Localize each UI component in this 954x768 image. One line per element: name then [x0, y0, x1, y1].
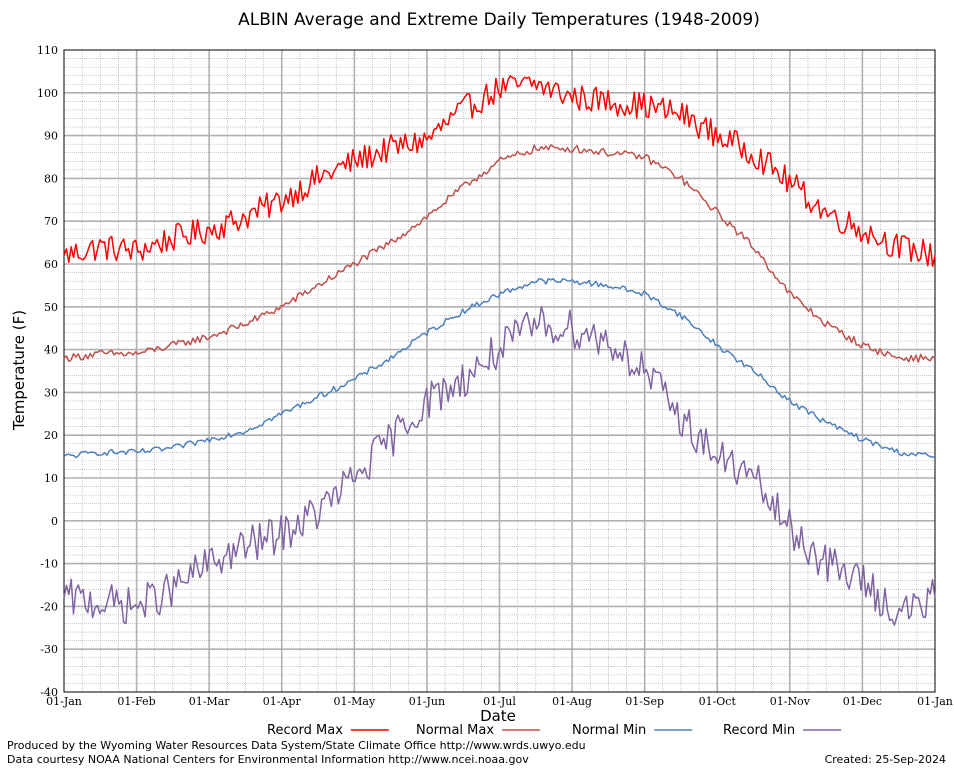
x-tick-label: 01-Jun: [409, 695, 445, 708]
y-tick-label: 100: [37, 87, 58, 100]
y-tick-label: 10: [44, 472, 58, 485]
y-tick-label: -20: [40, 600, 58, 613]
x-tick-label: 01-Nov: [770, 695, 811, 708]
footer-created-date: Created: 25-Sep-2024: [825, 753, 946, 766]
x-axis-ticks: 01-Jan 01-Feb 01-Mar 01-Apr 01-May 01-Jun 01-J…: [46, 695, 953, 708]
x-tick-label: 01-Aug: [552, 695, 592, 708]
x-tick-label: 01-Jul: [483, 695, 516, 708]
footer-produced-by: Produced by the Wyoming Water Resources …: [7, 739, 586, 752]
x-tick-label: 01-Dec: [843, 695, 882, 708]
x-tick-label: 01-May: [333, 695, 376, 708]
footer-data-courtesy: Data courtesy NOAA National Centers for …: [7, 753, 529, 766]
x-tick-label: 01-Sep: [625, 695, 664, 708]
series-layer: [63, 75, 936, 626]
y-tick-label: 30: [44, 386, 58, 399]
legend-label: Normal Max: [416, 723, 494, 738]
y-tick-label: 20: [44, 429, 58, 442]
chart-title: ALBIN Average and Extreme Daily Temperat…: [238, 10, 760, 30]
x-axis-label: Date: [480, 707, 516, 725]
y-tick-label: 110: [37, 44, 58, 57]
x-tick-label: 01-Jan: [46, 695, 82, 708]
y-tick-label: -40: [40, 686, 58, 699]
y-tick-label: -30: [40, 643, 58, 656]
legend-label: Record Min: [723, 723, 795, 738]
y-tick-label: 60: [44, 258, 58, 271]
y-tick-label: 80: [44, 172, 58, 185]
series-line-normal-max: [63, 144, 936, 363]
y-tick-label: 70: [44, 215, 58, 228]
y-tick-label: 40: [44, 344, 58, 357]
y-tick-label: 50: [44, 301, 58, 314]
x-tick-label: 01-Oct: [699, 695, 737, 708]
y-tick-label: -10: [40, 558, 58, 571]
y-axis-label: Temperature (F): [10, 310, 28, 431]
series-line-record-min: [63, 306, 936, 626]
legend-label: Normal Min: [572, 723, 646, 738]
legend-label: Record Max: [267, 723, 343, 738]
x-tick-label: 01-Apr: [263, 695, 302, 708]
y-tick-label: 0: [51, 515, 58, 528]
series-line-normal-min: [63, 277, 936, 459]
minor-grid: [64, 50, 935, 692]
series-line-record-max: [63, 75, 936, 268]
x-tick-label: 01-Jan: [917, 695, 953, 708]
legend: Record Max Normal Max Normal Min Record Min: [267, 723, 842, 738]
x-tick-label: 01-Feb: [117, 695, 155, 708]
plot-frame: [63, 49, 936, 693]
y-tick-label: 90: [44, 130, 58, 143]
major-grid: [64, 50, 935, 692]
x-tick-label: 01-Mar: [189, 695, 231, 708]
